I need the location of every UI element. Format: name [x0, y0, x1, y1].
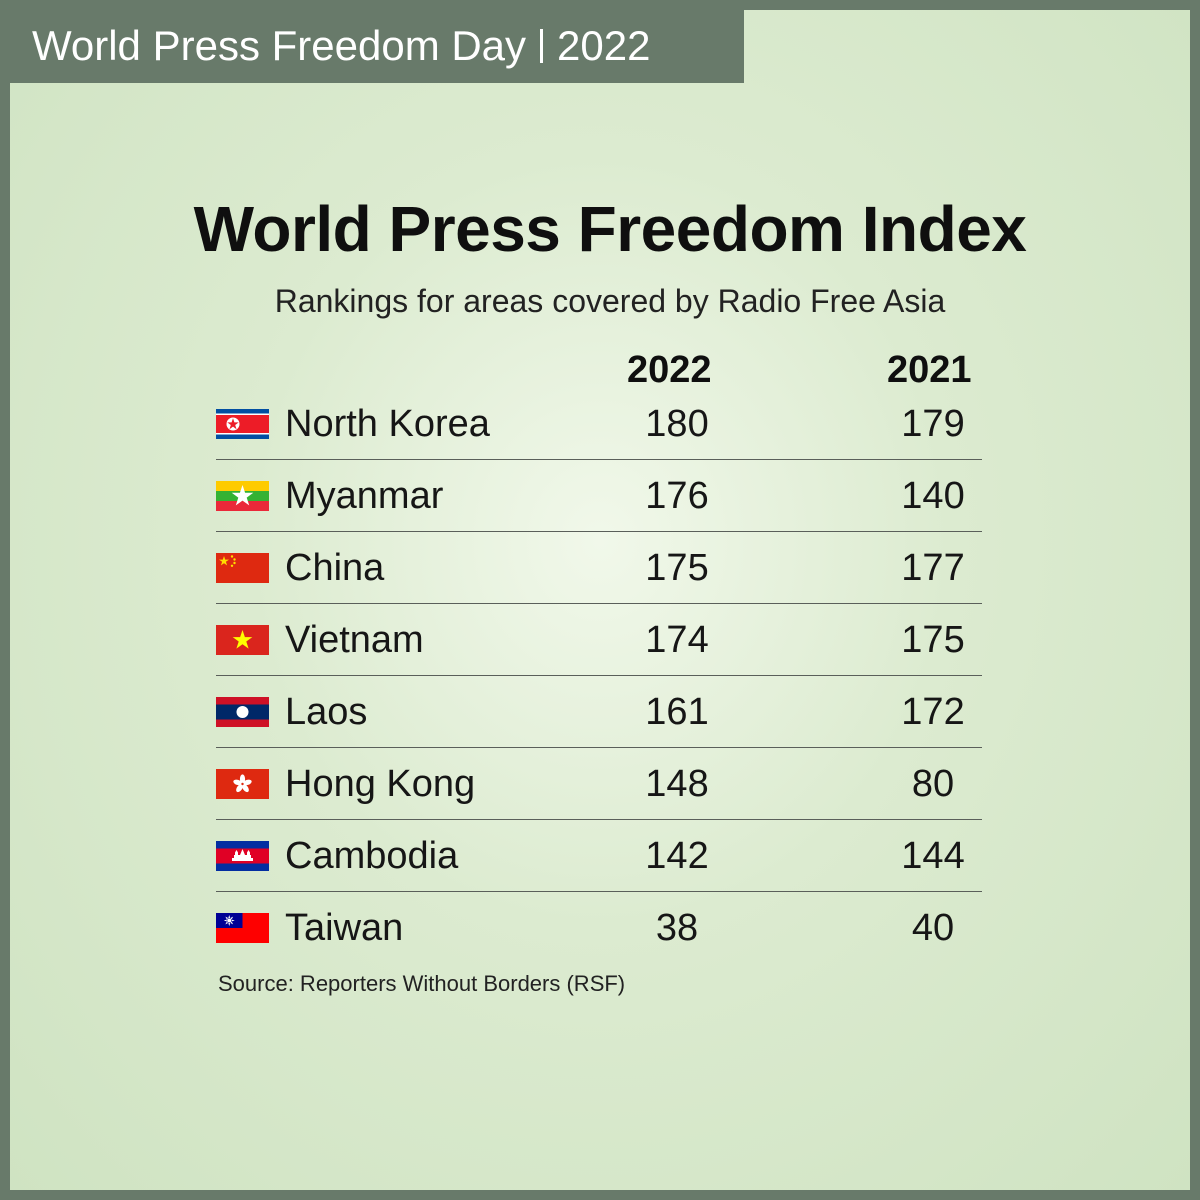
country-name: China	[285, 547, 385, 589]
page-title: World Press Freedom Index	[193, 193, 1027, 265]
country-name: Myanmar	[285, 475, 444, 517]
table-row: North Korea 180 179	[216, 388, 982, 460]
rank-2022: 161	[645, 691, 709, 733]
rank-2021: 140	[901, 475, 965, 517]
laos-flag-icon	[216, 697, 269, 727]
source-note: Source: Reporters Without Borders (RSF)	[218, 971, 626, 996]
rank-2021: 172	[901, 691, 965, 733]
rank-2021: 179	[901, 403, 965, 445]
column-header-2021: 2021	[887, 349, 972, 391]
rank-2021: 40	[911, 907, 955, 949]
rank-2021: 175	[901, 619, 965, 661]
china-flag-icon	[216, 553, 269, 583]
infographic-card: World Press Freedom Day 2022 World Press …	[10, 10, 1190, 1190]
event-banner: World Press Freedom Day 2022	[10, 10, 744, 83]
page-subtitle: Rankings for areas covered by Radio Free…	[274, 283, 946, 319]
country-name: Laos	[285, 691, 368, 733]
north-korea-flag-icon	[216, 409, 269, 439]
table-row: Laos 161 172	[216, 676, 982, 748]
banner-separator	[540, 29, 544, 63]
rank-2021: 144	[901, 835, 965, 877]
banner-text: World Press Freedom Day 2022	[32, 22, 650, 70]
rank-2022: 174	[645, 619, 709, 661]
country-name: Vietnam	[285, 619, 424, 661]
rank-2022: 148	[645, 763, 709, 805]
rank-2022: 175	[645, 547, 709, 589]
table-row: Hong Kong 148 80	[216, 748, 982, 820]
banner-year: 2022	[557, 22, 651, 69]
rank-2022: 142	[645, 835, 709, 877]
country-name: Hong Kong	[285, 763, 476, 805]
myanmar-flag-icon	[216, 481, 269, 511]
country-name: Cambodia	[285, 835, 459, 877]
rank-2021: 80	[911, 763, 955, 805]
country-name: North Korea	[285, 403, 490, 445]
column-header-2022: 2022	[627, 349, 712, 391]
vietnam-flag-icon	[216, 625, 269, 655]
rank-2022: 38	[655, 907, 699, 949]
hong-kong-flag-icon	[216, 769, 269, 799]
rank-2022: 180	[645, 403, 709, 445]
banner-title: World Press Freedom Day	[32, 22, 527, 69]
table-row: Myanmar 176 140	[216, 460, 982, 532]
table-row: Vietnam 174 175	[216, 604, 982, 676]
country-name: Taiwan	[285, 907, 404, 949]
taiwan-flag-icon	[216, 913, 269, 943]
table-row: China 175 177	[216, 532, 982, 604]
rankings-table: North Korea 180 179 Myanmar 176 140	[216, 388, 982, 963]
rank-2022: 176	[645, 475, 709, 517]
table-row: Cambodia 142 144	[216, 820, 982, 892]
table-row: Taiwan 38 40	[216, 892, 982, 963]
rank-2021: 177	[901, 547, 965, 589]
cambodia-flag-icon	[216, 841, 269, 871]
